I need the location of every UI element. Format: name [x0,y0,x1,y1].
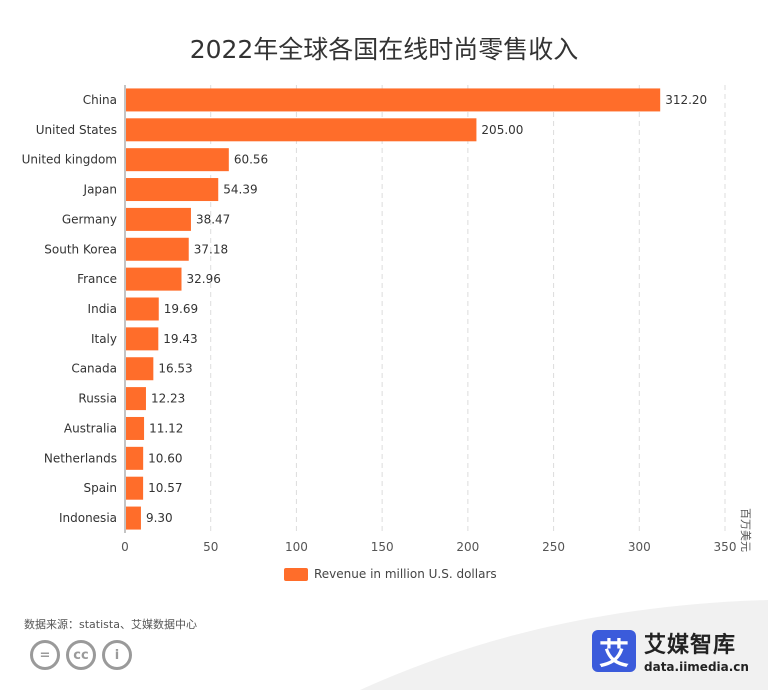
bar [126,178,219,202]
value-label: 312.20 [665,93,707,107]
value-label: 32.96 [187,272,221,286]
bar-chart: 0 50 100 150 200 250 300 350 China 312.20 United S… [22,85,752,554]
x-tick-label: 300 [628,540,651,554]
value-label: 10.57 [148,481,182,495]
bar [126,207,191,231]
category-label: Indonesia [59,511,117,525]
brand-name: 艾媒智库 [644,633,737,658]
value-label: 11.12 [149,421,183,435]
bar [126,327,159,351]
value-label: 38.47 [196,212,230,226]
bar [126,237,189,261]
category-label: Canada [71,362,117,376]
brand-logo-icon: 艾 [592,629,636,672]
bar [126,506,141,530]
category-label: France [77,272,117,286]
category-label: India [88,302,117,316]
bar [126,88,661,112]
data-source: 数据来源：statista、艾媒数据中心 [24,618,197,631]
value-label: 10.60 [148,451,182,465]
x-tick-label: 200 [456,540,479,554]
x-tick-label: 250 [542,540,565,554]
chart-title: 2022年全球各国在线时尚零售收入 [189,35,579,64]
category-label: United States [36,123,117,137]
bar [126,118,477,142]
bar [126,416,145,440]
bar [126,297,159,321]
bar [126,446,144,470]
category-label: Spain [83,481,117,495]
license-icons: = cc i [30,640,132,670]
category-label: Germany [62,212,117,226]
category-label: Italy [91,332,117,346]
unit-label: 百万美元 [739,508,752,552]
bar [126,357,154,381]
legend-swatch [284,567,308,581]
x-tick-label: 100 [285,540,308,554]
x-tick-label: 150 [371,540,394,554]
value-label: 60.56 [234,153,268,167]
bar [126,476,144,500]
value-label: 16.53 [158,362,192,376]
legend: Revenue in million U.S. dollars [284,565,497,583]
x-tick-label: 50 [203,540,218,554]
value-label: 37.18 [194,242,228,256]
category-label: Australia [64,421,117,435]
person-icon: i [102,640,132,670]
category-label: Netherlands [44,451,117,465]
value-label: 19.69 [164,302,198,316]
category-label: Japan [83,183,117,197]
category-label: China [83,93,117,107]
value-label: 19.43 [163,332,197,346]
cc-icon: cc [66,640,96,670]
brand-url: data.iimedia.cn [644,660,749,674]
equals-icon: = [30,640,60,670]
x-tick-label: 0 [121,540,129,554]
category-label: South Korea [44,242,117,256]
value-label: 9.30 [146,511,173,525]
value-label: 205.00 [481,123,523,137]
category-label: United kingdom [22,153,117,167]
bar [126,148,229,172]
legend-label: Revenue in million U.S. dollars [314,567,497,581]
category-label: Russia [78,392,117,406]
bar [126,267,182,291]
footer-decoration [360,600,768,690]
value-label: 54.39 [223,183,257,197]
brand: 艾 艾媒智库 data.iimedia.cn [592,627,749,674]
value-label: 12.23 [151,392,185,406]
bar [126,387,146,411]
x-tick-label: 350 [714,540,737,554]
